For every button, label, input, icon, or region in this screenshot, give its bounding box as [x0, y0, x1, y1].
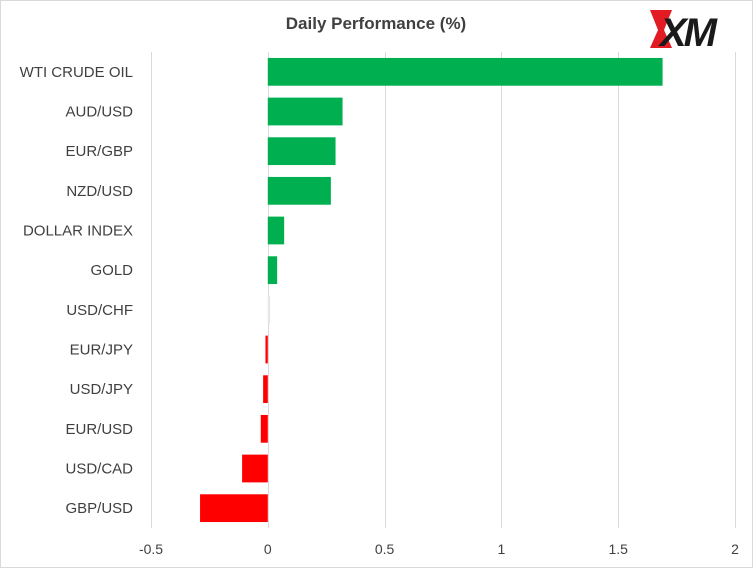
x-tick-label: 1.5 [608, 541, 628, 557]
xm-logo-text: XM [658, 11, 719, 55]
category-labels: WTI CRUDE OIL AUD/USD EUR/GBP NZD/USD DOLLAR… [20, 64, 134, 517]
category-label: AUD/USD [65, 104, 133, 121]
category-label: EUR/JPY [70, 342, 133, 359]
chart-title: Daily Performance (%) [286, 14, 466, 33]
category-label: USD/CAD [65, 461, 133, 478]
x-tick-label: 0 [264, 541, 272, 557]
bars [200, 57, 663, 523]
x-tick-label: 1 [498, 541, 506, 557]
category-label: USD/JPY [70, 381, 133, 398]
x-tick-labels: -0.5 0 0.5 1 1.5 2 [139, 541, 739, 557]
bar-3 [267, 176, 331, 205]
category-label: USD/CHF [66, 302, 133, 319]
bar-11 [200, 494, 268, 523]
category-label: WTI CRUDE OIL [20, 64, 133, 81]
xm-logo: XM [650, 10, 722, 55]
bar-1 [267, 97, 343, 126]
category-label: GBP/USD [65, 500, 133, 517]
bar-7 [265, 335, 268, 364]
bar-2 [267, 137, 336, 166]
bar-10 [242, 454, 268, 483]
bar-4 [267, 216, 285, 245]
xm-logo-accent [650, 10, 672, 48]
category-label: EUR/GBP [65, 143, 133, 160]
category-label: NZD/USD [66, 183, 133, 200]
bar-9 [260, 414, 268, 443]
bar-6 [267, 295, 271, 324]
category-label: EUR/USD [65, 421, 133, 438]
category-label: DOLLAR INDEX [23, 223, 133, 240]
category-label: GOLD [90, 262, 133, 279]
bar-5 [267, 256, 278, 285]
bar-8 [263, 375, 268, 404]
x-tick-label: 2 [731, 541, 739, 557]
bar-0 [267, 57, 663, 86]
grid-lines [151, 52, 736, 528]
x-tick-label: 0.5 [375, 541, 395, 557]
x-tick-label: -0.5 [139, 541, 163, 557]
